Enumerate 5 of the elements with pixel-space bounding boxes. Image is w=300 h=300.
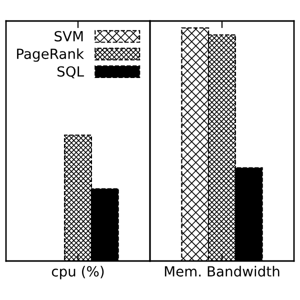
legend-label: SVM: [54, 30, 83, 42]
x-tick-label: cpu (%): [52, 266, 104, 280]
legend-label: SQL: [57, 66, 84, 78]
legend-label: PageRank: [17, 48, 84, 62]
x-tick-label: Mem. Bandwidth: [164, 266, 280, 277]
